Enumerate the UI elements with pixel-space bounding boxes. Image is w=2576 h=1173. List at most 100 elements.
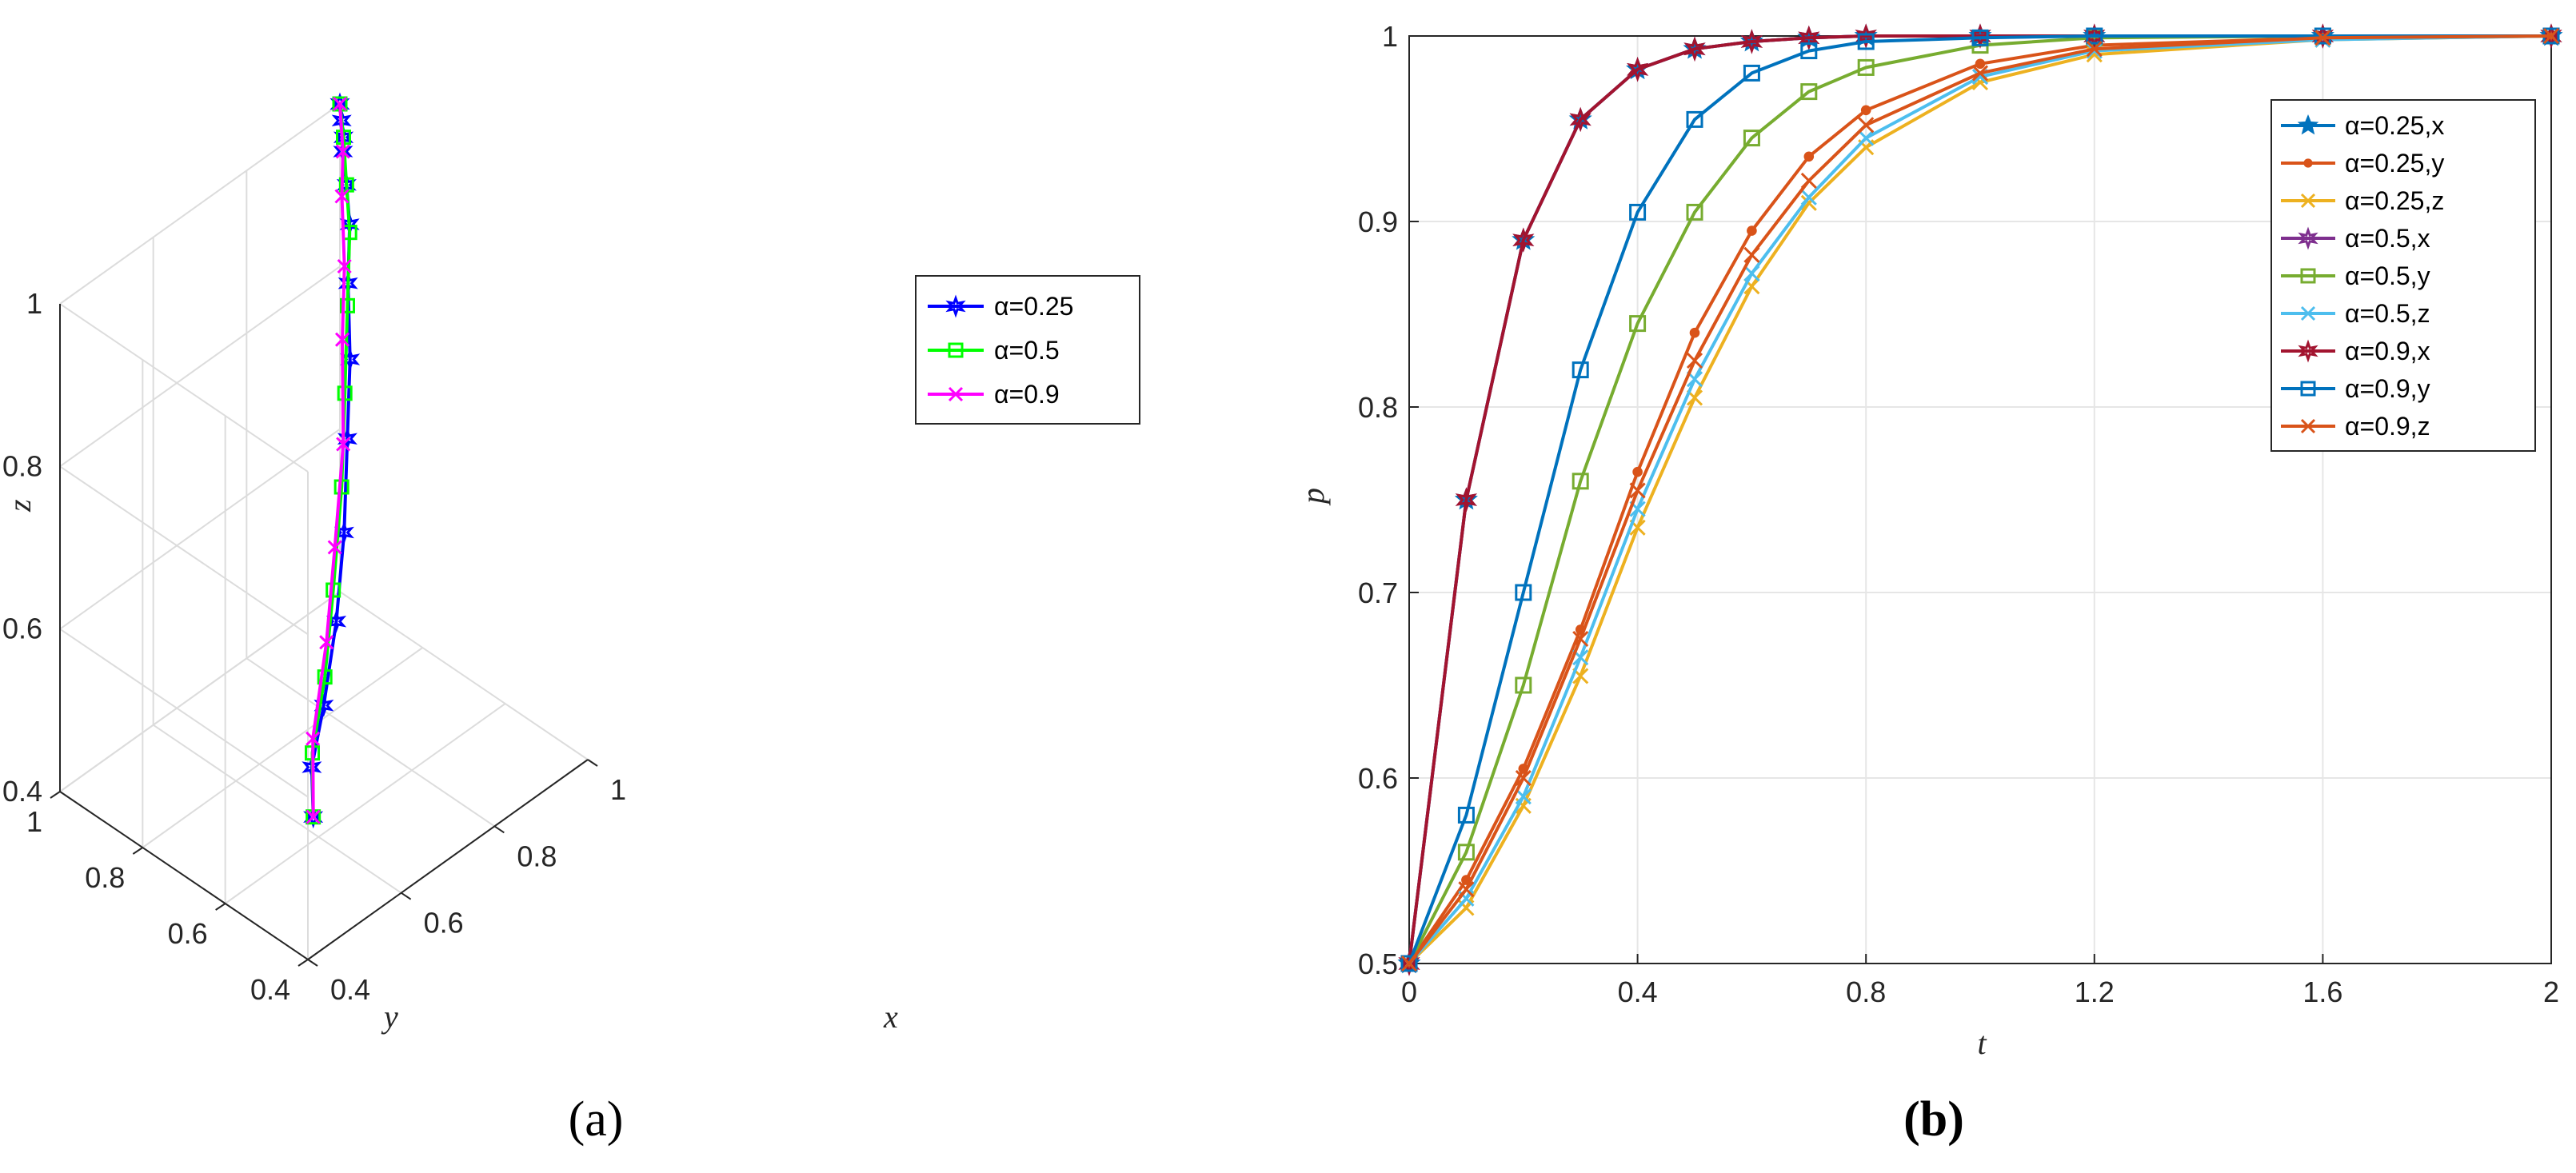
legend-marker	[2300, 381, 2316, 397]
data-point	[1515, 584, 1532, 601]
x-tick-label: 0.8	[1846, 976, 1886, 1008]
data-point	[1858, 117, 1875, 134]
y-axis-line	[59, 791, 309, 960]
data-point	[335, 144, 350, 159]
legend-label: α=0.25	[994, 292, 1073, 321]
data-point	[1803, 151, 1815, 162]
y-tick-label: 0.9	[1358, 205, 1398, 238]
panel-a-tick-labels: 0.40.60.810.40.60.810.40.60.81	[2, 287, 626, 1006]
data-point	[1858, 130, 1875, 146]
legend-item: α=0.5,z	[2281, 299, 2430, 328]
data-point	[334, 332, 350, 347]
panel-b-label: (b)	[1903, 1092, 1964, 1147]
legend-label: α=0.9,x	[2345, 337, 2430, 365]
legend-marker	[2298, 339, 2318, 363]
data-point	[1572, 361, 1589, 379]
data-point	[1629, 315, 1647, 333]
y-tick-label: 0.6	[1358, 762, 1398, 795]
y-tick-mark	[298, 959, 309, 967]
data-point	[1512, 227, 1535, 253]
legend-marker	[2297, 114, 2319, 135]
x-tick-mark	[587, 759, 598, 767]
data-point	[1743, 246, 1760, 263]
panel-a-legend: α=0.25 α=0.5 α=0.9	[915, 275, 1140, 425]
x-tick-label: 2	[2543, 976, 2559, 1008]
data-point	[340, 297, 355, 313]
data-point	[1572, 630, 1589, 648]
x-tick-label: 0.8	[517, 840, 557, 872]
data-point	[1457, 806, 1475, 824]
x-tick-label: 1	[610, 773, 626, 806]
grid-line	[339, 591, 589, 760]
data-point	[332, 96, 348, 112]
z-tick-label: 0.6	[2, 612, 42, 645]
data-point	[1798, 25, 1820, 51]
data-point	[1458, 881, 1475, 898]
data-point	[1400, 955, 1418, 972]
data-point	[1632, 466, 1643, 477]
y-tick-label: 0.5	[1358, 948, 1398, 980]
data-point	[1747, 225, 1757, 236]
legend-label: α=0.25,x	[2345, 111, 2444, 140]
data-point	[1455, 487, 1477, 513]
data-point	[306, 731, 321, 746]
z-tick-label: 1	[26, 287, 42, 320]
panel-b-legend: α=0.25,x α=0.25,y α=0.25,z α=0.5,x α=0.5,y α=…	[2270, 99, 2536, 452]
panel-a-zlabel: z	[2, 499, 38, 513]
data-point	[1686, 203, 1703, 221]
data-point	[1686, 110, 1703, 128]
data-point	[1457, 844, 1475, 861]
data-point	[1629, 482, 1646, 499]
data-point	[337, 385, 353, 401]
x-tick-label: 0.4	[1618, 976, 1658, 1008]
panel-b-grid	[1408, 35, 2552, 964]
grid-line	[59, 428, 341, 630]
grid-line	[59, 628, 309, 798]
y-tick-label: 0.6	[168, 917, 208, 950]
x-tick-label: 0.4	[330, 973, 370, 1006]
y-tick-label: 1	[26, 805, 42, 838]
data-point	[1860, 105, 1871, 116]
legend-marker	[2300, 305, 2316, 321]
panel-a-series	[302, 92, 361, 829]
data-point	[1743, 130, 1760, 147]
grid-line	[246, 657, 495, 828]
legend-item: α=0.25,y	[2281, 149, 2444, 178]
x-tick-label: 1.6	[2302, 976, 2342, 1008]
legend-marker	[945, 294, 966, 318]
data-point	[1569, 106, 1592, 133]
data-point	[2086, 42, 2103, 59]
legend-item: α=0.9,x	[2281, 337, 2430, 365]
series-line-7	[1408, 34, 2551, 964]
panel-b-2d-plot: 0 0.4 0.8 1.2 1.6 2 0.5 0.6 0.7 0.8 0.9 1 t p α=0.2…	[1295, 20, 2563, 1147]
x-tick-label: 0.6	[424, 907, 464, 940]
data-point	[336, 437, 351, 452]
panel-a-ylabel: y	[381, 999, 398, 1035]
data-point	[1857, 58, 1875, 76]
data-point	[2314, 30, 2331, 46]
grid-line	[59, 465, 309, 636]
grid-line	[59, 265, 341, 468]
x-tick-mark	[493, 825, 505, 834]
z-tick-label: 0.4	[2, 775, 42, 808]
legend-item: α=0.25,z	[2281, 186, 2444, 215]
data-point	[1971, 65, 1989, 82]
legend-item: α=0.5,y	[2281, 261, 2430, 290]
legend-label: α=0.5,y	[2345, 261, 2430, 290]
panel-a-grid	[59, 103, 589, 960]
legend-item: α=0.5,x	[2281, 224, 2430, 253]
legend-item: α=0.25,x	[2281, 111, 2444, 140]
data-point	[1975, 58, 1986, 70]
data-point	[1515, 788, 1532, 805]
legend-marker	[2298, 226, 2318, 250]
y-tick-label: 0.7	[1358, 577, 1398, 609]
legend-item: α=0.9,y	[2281, 374, 2430, 403]
legend-label: α=0.9,y	[2345, 374, 2430, 403]
data-point	[317, 669, 333, 685]
panel-a-xlabel: x	[883, 999, 898, 1035]
x-tick-label: 1.2	[2075, 976, 2115, 1008]
panel-b-tick-labels: 0 0.4 0.8 1.2 1.6 2 0.5 0.6 0.7 0.8 0.9 1	[1358, 20, 2559, 1008]
data-point	[1515, 769, 1532, 787]
series-line-1	[310, 103, 352, 817]
